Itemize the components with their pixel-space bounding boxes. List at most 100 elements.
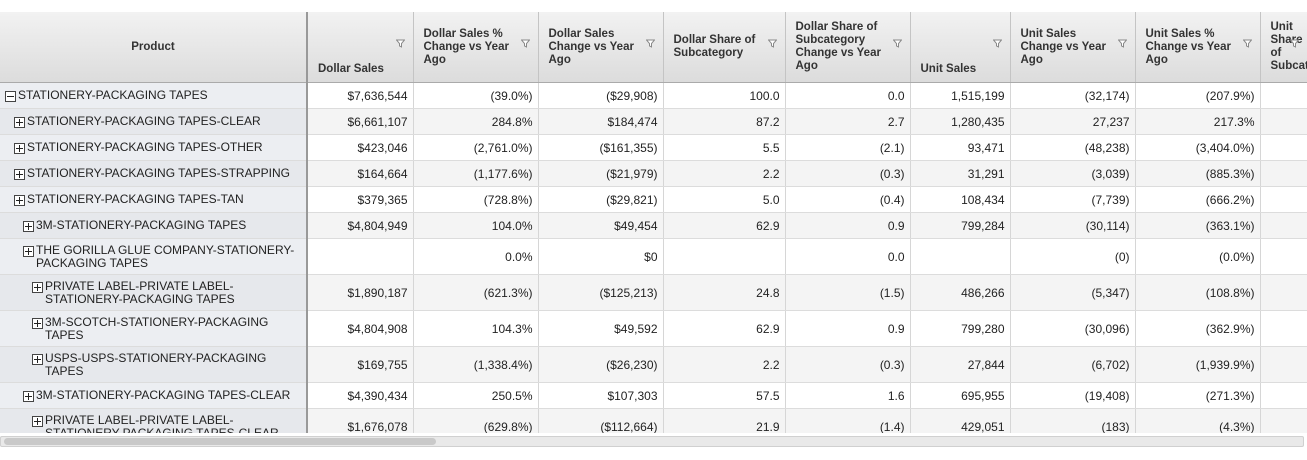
column-header[interactable]: Dollar Share of Subcategory Change vs Ye… (785, 12, 911, 83)
tree-label: THE GORILLA GLUE COMPANY-STATIONERY-PACK… (5, 242, 302, 270)
value-cell: 217.3% (1135, 108, 1261, 135)
filter-icon[interactable] (1242, 39, 1252, 48)
expand-toggle[interactable] (23, 221, 34, 232)
tree-label: STATIONERY-PACKAGING TAPES (5, 89, 302, 102)
expand-toggle[interactable] (23, 391, 34, 402)
value-cell: (4.3%) (1135, 408, 1261, 433)
expand-toggle[interactable] (32, 415, 43, 427)
value-cell (1260, 108, 1307, 135)
value-cell: $423,046 (307, 134, 414, 161)
filter-icon[interactable] (992, 39, 1002, 48)
value-cell: (48,238) (1010, 134, 1136, 161)
value-cell: $169,755 (307, 346, 414, 383)
value-cell: (1,939.9%) (1135, 346, 1261, 383)
value-cell: 104.3% (413, 310, 539, 347)
value-cell (1260, 186, 1307, 213)
filter-icon[interactable] (645, 39, 655, 48)
value-cell: (183) (1010, 408, 1136, 433)
column-header[interactable]: Unit Share of Subcategory (1260, 12, 1307, 83)
value-cell: $6,661,107 (307, 108, 414, 135)
tree-label: STATIONERY-PACKAGING TAPES-TAN (5, 193, 302, 206)
value-cell: $49,454 (538, 212, 664, 239)
expand-toggle[interactable] (32, 281, 43, 293)
value-cell: 2.2 (663, 160, 786, 187)
tree-label: STATIONERY-PACKAGING TAPES-STRAPPING (5, 167, 302, 180)
value-cell (1260, 82, 1307, 109)
grid: Product Dollar Sales Dollar Sales % Change… (0, 12, 1307, 433)
value-cell (1260, 238, 1307, 275)
table-row: USPS-USPS-STATIONERY-PACKAGING TAPES $169… (0, 346, 1307, 383)
expand-toggle[interactable] (32, 353, 43, 365)
value-cell: (362.9%) (1135, 310, 1261, 347)
expand-toggle[interactable] (14, 195, 25, 206)
expand-toggle[interactable] (23, 245, 34, 257)
product-cell: STATIONERY-PACKAGING TAPES-TAN (0, 186, 308, 213)
value-cell: (3,404.0%) (1135, 134, 1261, 161)
filter-icon[interactable] (520, 39, 530, 48)
value-cell: $7,636,544 (307, 82, 414, 109)
value-cell: 1,515,199 (910, 82, 1011, 109)
scroll-thumb[interactable] (4, 438, 436, 445)
table-row: STATIONERY-PACKAGING TAPES-STRAPPING $164… (0, 160, 1307, 187)
column-header-text: Dollar Sales (318, 63, 384, 75)
column-header[interactable]: Dollar Sales (307, 12, 414, 83)
column-header-text: Dollar Sales Change vs Year Ago (548, 27, 634, 66)
product-label: STATIONERY-PACKAGING TAPES (18, 88, 208, 102)
value-cell: 799,280 (910, 310, 1011, 347)
table-row: PRIVATE LABEL-PRIVATE LABEL-STATIONERY-P… (0, 274, 1307, 311)
value-cell: (6,702) (1010, 346, 1136, 383)
value-cell: (1,338.4%) (413, 346, 539, 383)
column-header-text: Unit Sales Change vs Year Ago (1020, 27, 1106, 66)
value-cell: 486,266 (910, 274, 1011, 311)
column-header[interactable]: Dollar Share of Subcategory (663, 12, 786, 83)
value-cell: (0.3) (785, 160, 911, 187)
filter-icon[interactable] (1117, 39, 1127, 48)
column-header[interactable]: Unit Sales (910, 12, 1011, 83)
value-cell: (19,408) (1010, 382, 1136, 409)
value-cell: 284.8% (413, 108, 539, 135)
value-cell: 27,237 (1010, 108, 1136, 135)
filter-icon[interactable] (395, 39, 405, 48)
value-cell: ($21,979) (538, 160, 664, 187)
horizontal-scrollbar[interactable] (0, 436, 1304, 447)
expand-toggle[interactable] (14, 169, 25, 180)
tree-label: PRIVATE LABEL-PRIVATE LABEL-STATIONERY-P… (5, 279, 302, 306)
value-cell: (0) (1010, 238, 1136, 275)
table-row: 3M-STATIONERY-PACKAGING TAPES $4,804,949 1… (0, 212, 1307, 239)
tree-label: STATIONERY-PACKAGING TAPES-OTHER (5, 141, 302, 154)
value-cell: $49,592 (538, 310, 664, 347)
product-label: 3M-STATIONERY-PACKAGING TAPES (36, 218, 247, 232)
product-cell: THE GORILLA GLUE COMPANY-STATIONERY-PACK… (0, 238, 308, 275)
product-label: STATIONERY-PACKAGING TAPES-CLEAR (27, 114, 261, 128)
table-row: STATIONERY-PACKAGING TAPES-OTHER $423,046… (0, 134, 1307, 161)
column-header[interactable]: Unit Sales Change vs Year Ago (1010, 12, 1136, 83)
value-cell: 0.9 (785, 310, 911, 347)
tree-label: STATIONERY-PACKAGING TAPES-CLEAR (5, 115, 302, 128)
product-label: THE GORILLA GLUE COMPANY-STATIONERY-PACK… (36, 242, 295, 270)
filter-icon[interactable] (767, 39, 777, 48)
value-cell (663, 238, 786, 275)
value-cell: (0.0%) (1135, 238, 1261, 275)
expand-toggle[interactable] (14, 143, 25, 154)
value-cell: 57.5 (663, 382, 786, 409)
expand-toggle[interactable] (14, 117, 25, 128)
column-header[interactable]: Unit Sales % Change vs Year Ago (1135, 12, 1261, 83)
collapse-toggle[interactable] (5, 91, 16, 102)
column-header[interactable]: Dollar Sales % Change vs Year Ago (413, 12, 539, 83)
product-cell: STATIONERY-PACKAGING TAPES (0, 82, 308, 109)
value-cell: 0.0 (785, 238, 911, 275)
filter-icon[interactable] (892, 39, 902, 48)
tree-label: PRIVATE LABEL-PRIVATE LABEL-STATIONERY-P… (5, 413, 302, 433)
value-cell: 31,291 (910, 160, 1011, 187)
product-label: STATIONERY-PACKAGING TAPES-STRAPPING (27, 166, 290, 180)
value-cell: 93,471 (910, 134, 1011, 161)
expand-toggle[interactable] (32, 317, 43, 329)
value-cell: 87.2 (663, 108, 786, 135)
column-header-text: Unit Sales % Change vs Year Ago (1145, 27, 1231, 66)
table-row: 3M-STATIONERY-PACKAGING TAPES-CLEAR $4,39… (0, 382, 1307, 409)
column-header[interactable]: Product (0, 12, 308, 83)
column-header[interactable]: Dollar Sales Change vs Year Ago (538, 12, 664, 83)
filter-icon[interactable] (1289, 39, 1299, 48)
value-cell: 429,051 (910, 408, 1011, 433)
value-cell: 24.8 (663, 274, 786, 311)
